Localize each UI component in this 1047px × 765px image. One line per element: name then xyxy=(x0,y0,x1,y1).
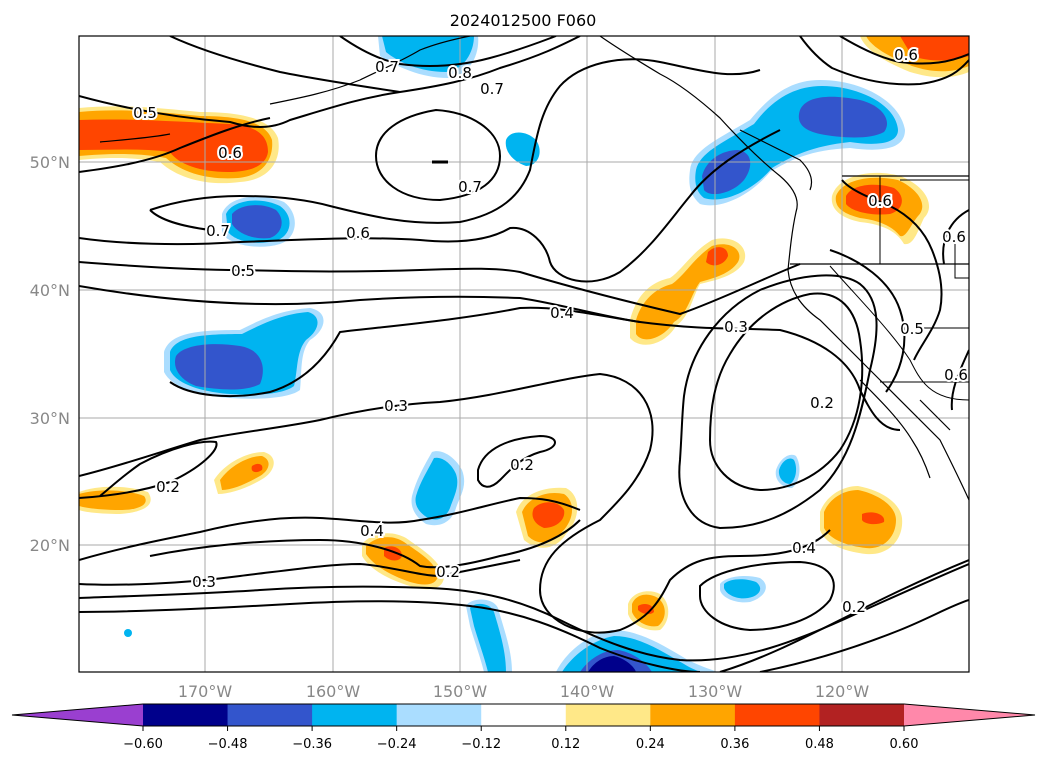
colorbar-segment xyxy=(650,704,736,726)
negative-anomaly-region xyxy=(470,603,506,672)
negative-anomaly-region xyxy=(174,344,263,390)
contour-label: 0.6 xyxy=(868,192,892,210)
map-area xyxy=(79,36,969,672)
positive-anomaly-region xyxy=(862,512,885,525)
colorbar-tick-label: −0.36 xyxy=(292,737,332,752)
negative-anomaly-region xyxy=(415,457,458,520)
positive-anomaly-region xyxy=(636,244,740,340)
contour-label: 0.5 xyxy=(900,320,924,338)
latitude-labels: 50°N 40°N 30°N 20°N xyxy=(30,153,70,555)
negative-anomaly-region xyxy=(382,36,474,72)
negative-anomaly-region xyxy=(798,96,887,138)
colorbar-tick-label: −0.24 xyxy=(377,737,417,752)
contour-label: 0.6 xyxy=(346,224,370,242)
contour-label: 0.6 xyxy=(894,46,918,64)
colorbar-segment xyxy=(143,704,229,726)
positive-anomaly-region xyxy=(251,463,263,473)
lon-label: 130°W xyxy=(688,682,743,701)
contour-label: 0.4 xyxy=(792,539,816,557)
lat-label: 40°N xyxy=(30,281,70,300)
colorbar-tick-label: −0.48 xyxy=(208,737,248,752)
negative-anomaly-region xyxy=(778,458,797,484)
contour-label: 0.7 xyxy=(458,178,482,196)
contour-labels: 0.7 0.8 0.7 0.5 0.6 0.7 0.7 0.6 0.5 0.4 … xyxy=(131,44,970,618)
colorbar-segment xyxy=(312,704,398,726)
contour-label: 0.6 xyxy=(218,144,242,162)
contour-label: 0.2 xyxy=(810,394,834,412)
colorbar-tick-label: 0.36 xyxy=(720,737,749,752)
positive-anomaly-region xyxy=(900,36,969,61)
lat-label: 20°N xyxy=(30,536,70,555)
negative-anomaly-region xyxy=(702,150,751,195)
colorbar-tick-label: 0.48 xyxy=(805,737,834,752)
positive-anomaly-region xyxy=(706,247,728,266)
colorbar-tick-label: −0.60 xyxy=(123,737,163,752)
map-title: 2024012500 F060 xyxy=(450,11,597,30)
contour-label: 0.2 xyxy=(842,598,866,616)
colorbar-segment xyxy=(565,704,651,726)
colorbar-tick-label: −0.12 xyxy=(461,737,501,752)
contour-label: 0.4 xyxy=(550,304,574,322)
lon-label: 150°W xyxy=(433,682,488,701)
lon-label: 160°W xyxy=(306,682,361,701)
contour-label: 0.4 xyxy=(360,522,384,540)
contour-label: 0.8 xyxy=(448,64,472,82)
contour-label: 0.6 xyxy=(942,228,966,246)
negative-anomaly-region xyxy=(232,205,282,239)
contour-label: 0.5 xyxy=(133,104,157,122)
colorbar-tick-label: 0.60 xyxy=(890,737,919,752)
colorbar-segment xyxy=(227,704,313,726)
colorbar-segment xyxy=(481,704,567,726)
colorbar-tick-label: 0.12 xyxy=(551,737,580,752)
negative-anomaly-region xyxy=(588,656,636,672)
longitude-labels: 170°W 160°W 150°W 140°W 130°W 120°W xyxy=(178,682,870,701)
negative-anomaly-region xyxy=(505,132,540,166)
colorbar-segment xyxy=(396,704,482,726)
colorbar-segment xyxy=(819,704,905,726)
negative-anomaly-region xyxy=(124,629,132,637)
contour-label: 0.2 xyxy=(510,456,534,474)
positive-anomaly-region xyxy=(79,490,146,510)
colorbar-extend-low xyxy=(12,704,143,726)
lat-label: 50°N xyxy=(30,153,70,172)
contour-label: 0.7 xyxy=(480,80,504,98)
contour-label: 0.7 xyxy=(375,58,399,76)
contour-label: 0.3 xyxy=(724,318,748,336)
colorbar-extend-high xyxy=(904,704,1035,726)
contour-label: 0.7 xyxy=(206,222,230,240)
positive-anomaly-region xyxy=(532,502,565,528)
contour-lines xyxy=(79,36,969,672)
contour-label: 0.3 xyxy=(384,397,408,415)
colorbar-segment xyxy=(734,704,820,726)
colorbar-tick-label: 0.24 xyxy=(636,737,665,752)
lon-label: 170°W xyxy=(178,682,233,701)
lon-label: 140°W xyxy=(560,682,615,701)
map-border xyxy=(78,35,970,673)
lon-label: 120°W xyxy=(815,682,870,701)
coastlines xyxy=(99,36,969,501)
contour-label: 0.3 xyxy=(192,573,216,591)
lat-label: 30°N xyxy=(30,409,70,428)
contour-label: 0.5 xyxy=(231,262,255,280)
colorbar: −0.60 −0.48 −0.36 −0.24 −0.12 0.12 0.24 0.36 0.4… xyxy=(11,703,1036,752)
contour-label: 0.6 xyxy=(944,366,968,384)
contour-label: 0.2 xyxy=(436,563,460,581)
contour-label: 0.2 xyxy=(156,478,180,496)
negative-anomaly-region xyxy=(724,579,761,599)
